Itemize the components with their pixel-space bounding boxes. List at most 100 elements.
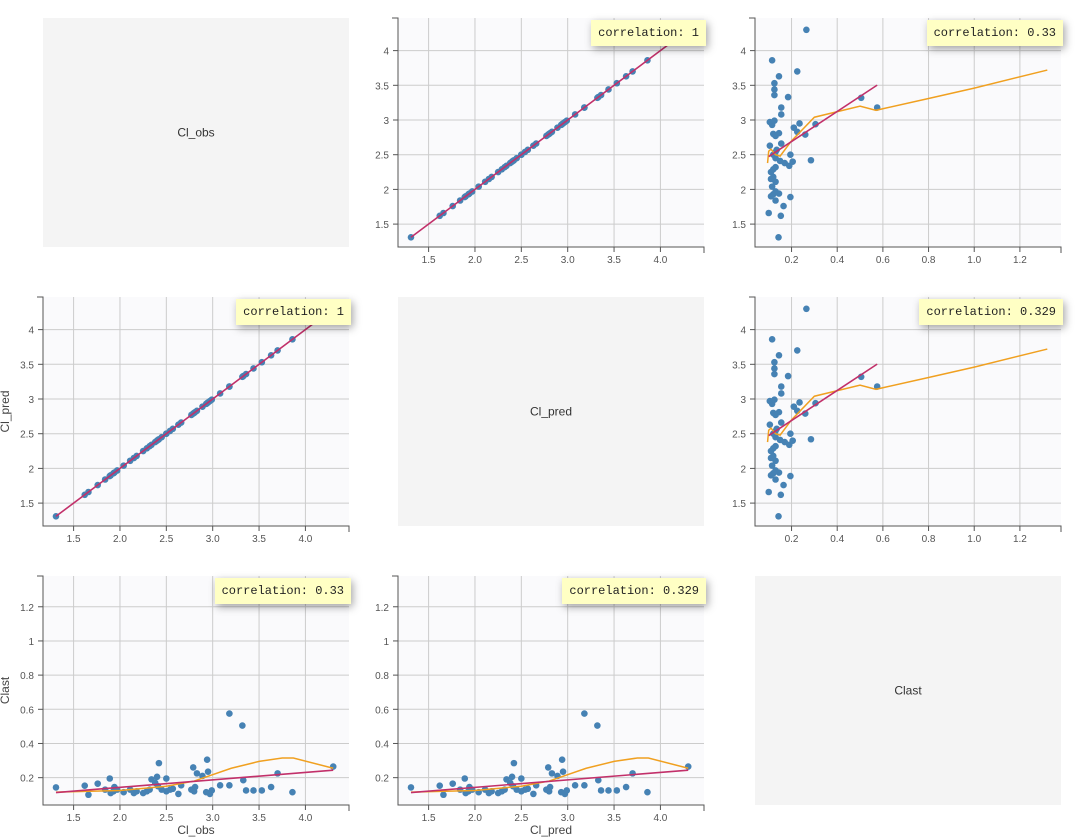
data-point (581, 710, 588, 717)
data-point (594, 776, 602, 784)
data-point (440, 791, 447, 799)
data-point (208, 787, 216, 794)
y-tick-label: 4 (28, 326, 34, 337)
data-point (510, 759, 518, 767)
panel-2-0: 1.5 2.0 2.5 3.0 3.5 4.0 0.2 0.4 0.6 0.8 1 1.2 Clast C… (0, 575, 350, 837)
data-point (250, 787, 257, 794)
x-tick-label: 0.6 (876, 255, 890, 266)
data-point (812, 399, 819, 407)
panel-1-0: 1.5 2.0 2.5 3.0 3.5 4.0 1.5 2 2.5 3 3.5 4 Cl_pred (0, 296, 350, 545)
data-point (175, 790, 182, 798)
y-tick-label: 0.6 (375, 705, 389, 716)
correlation-box: correlation: 1 (236, 299, 351, 325)
x-tick-label: 1.0 (967, 255, 981, 266)
y-tick-label: 1.5 (375, 220, 389, 231)
data-point (769, 409, 777, 417)
data-point (155, 759, 163, 767)
x-tick-label: 3.5 (252, 813, 266, 824)
regression-line (55, 769, 334, 794)
data-point (456, 786, 464, 793)
x-tick-label: 1.5 (422, 255, 436, 266)
data-point (226, 782, 233, 789)
y-tick-label: 0.4 (20, 739, 34, 750)
y-tick-label: 3 (740, 116, 746, 127)
data-point (793, 347, 801, 354)
x-tick-label: 0.8 (922, 534, 936, 545)
data-point (803, 305, 810, 313)
y-tick-label: 2.5 (375, 151, 389, 162)
y-tick-label: 3.5 (732, 81, 746, 92)
x-tick-label: 4.0 (653, 255, 667, 266)
diagonal-label: Clast (894, 684, 922, 698)
data-point (94, 780, 102, 787)
data-point (226, 710, 233, 717)
data-point (559, 768, 567, 775)
data-point (436, 782, 444, 789)
x-tick-label: 4.0 (298, 813, 312, 824)
x-tick-label: 2.0 (113, 813, 127, 824)
regression-line (410, 29, 689, 238)
x-tick-label: 0.4 (830, 255, 844, 266)
axis-line (37, 575, 350, 811)
x-axis-label: Cl_obs (177, 823, 214, 837)
y-tick-label: 1.5 (732, 499, 746, 510)
data-point (796, 120, 803, 127)
data-point (216, 782, 224, 789)
y-tick-label: 1.2 (375, 603, 389, 614)
y-tick-label: 1.5 (20, 499, 34, 510)
data-point (629, 770, 636, 777)
y-tick-label: 4 (740, 326, 746, 337)
data-point (780, 202, 787, 210)
data-point (571, 782, 579, 789)
y-tick-label: 3.5 (375, 81, 389, 92)
data-point (775, 351, 783, 359)
diagonal-panel-bg (43, 18, 349, 247)
data-point (153, 773, 161, 781)
correlation-box: correlation: 0.329 (919, 299, 1063, 325)
axis-line (749, 296, 1062, 532)
data-point (461, 775, 469, 782)
data-point (775, 72, 783, 80)
data-point (766, 421, 774, 428)
regression-line (55, 308, 334, 517)
data-point (775, 512, 782, 520)
smooth-curve (766, 69, 1048, 164)
data-point (772, 467, 779, 474)
data-point (775, 129, 783, 137)
y-axis-label: Cl_pred (0, 390, 12, 432)
regression-line (410, 769, 689, 794)
panel-2-1: 1.5 2.0 2.5 3.0 3.5 4.0 0.2 0.4 0.6 0.8 1 1.2 Cl_pre… (375, 575, 705, 837)
axis-line (37, 296, 350, 532)
data-point (768, 462, 776, 469)
data-point (204, 768, 212, 775)
data-point (191, 783, 199, 791)
x-tick-label: 1.0 (967, 534, 981, 545)
data-point (780, 481, 787, 489)
data-point (769, 130, 777, 138)
x-tick-label: 2.5 (159, 813, 173, 824)
data-point (548, 770, 556, 777)
data-point (274, 770, 281, 777)
regression-line (768, 84, 878, 158)
y-tick-label: 1 (28, 637, 34, 648)
y-tick-label: 2.5 (20, 430, 34, 441)
correlation-box: correlation: 1 (591, 20, 706, 46)
data-point (807, 156, 815, 164)
x-tick-label: 4.0 (298, 534, 312, 545)
data-point (772, 197, 779, 204)
x-tick-label: 2.0 (468, 813, 482, 824)
smooth-curve (55, 757, 334, 793)
y-tick-label: 3 (28, 395, 34, 406)
y-tick-label: 1.5 (732, 220, 746, 231)
data-point (765, 209, 773, 217)
diagonal-label: Cl_obs (177, 126, 214, 140)
x-tick-label: 0.4 (830, 534, 844, 545)
data-point (765, 488, 773, 496)
data-point (812, 120, 819, 128)
panel-2-2: Clast (755, 576, 1061, 805)
data-point (546, 783, 554, 791)
data-point (544, 764, 552, 771)
x-tick-label: 3.5 (252, 534, 266, 545)
data-point (169, 785, 177, 793)
y-tick-label: 0.2 (20, 774, 34, 785)
